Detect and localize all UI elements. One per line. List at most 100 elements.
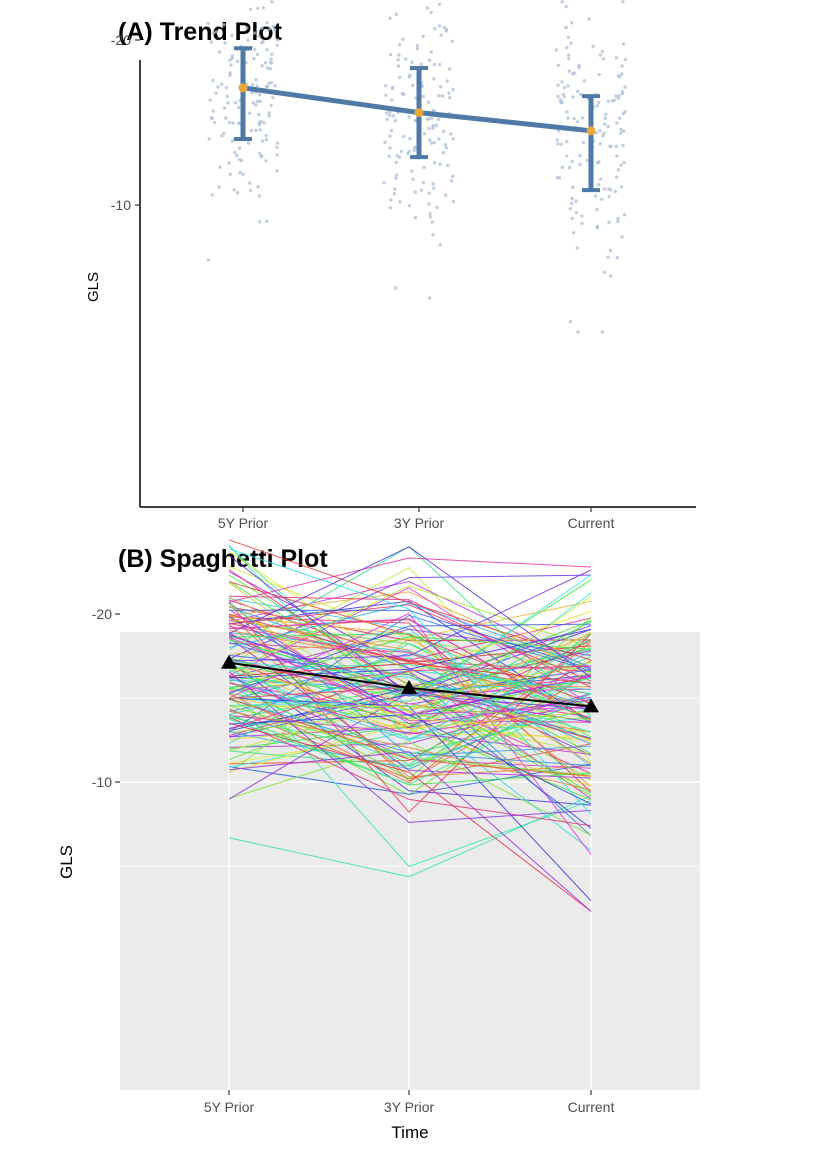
jitter-point (620, 72, 624, 76)
jitter-point (556, 94, 560, 99)
jitter-point (246, 141, 251, 145)
jitter-point (578, 162, 582, 166)
trend-jitter-points (206, 0, 628, 334)
jitter-point (252, 31, 257, 35)
jitter-point (395, 154, 399, 158)
jitter-point (620, 90, 625, 94)
jitter-point (600, 49, 605, 53)
jitter-point (427, 126, 431, 131)
subject-line (228, 548, 592, 815)
jitter-point (224, 116, 228, 120)
jitter-point (441, 129, 446, 134)
jitter-point (428, 211, 432, 216)
jitter-point (415, 47, 420, 51)
jitter-point (568, 320, 573, 324)
jitter-point (608, 248, 613, 253)
jitter-point (246, 38, 250, 42)
spaghetti-y-ticks: -10 -20 (92, 606, 120, 790)
jitter-point (451, 199, 456, 204)
jitter-point (260, 26, 264, 30)
subject-line (228, 609, 592, 670)
jitter-point (262, 121, 266, 125)
jitter-point (270, 0, 274, 4)
jitter-point (251, 101, 255, 105)
jitter-point (570, 216, 574, 221)
jitter-point (210, 116, 214, 120)
jitter-point (622, 129, 626, 133)
jitter-point (578, 154, 582, 158)
jitter-point (265, 20, 269, 25)
jitter-point (621, 0, 625, 4)
jitter-point (556, 142, 560, 146)
x-tick-label: 5Y Prior (218, 515, 269, 531)
jitter-point (388, 146, 392, 150)
jitter-point (394, 160, 398, 165)
jitter-point (411, 177, 415, 182)
subject-line (228, 616, 592, 717)
jitter-point (571, 95, 575, 99)
trend-error-bars (234, 46, 600, 193)
jitter-point (614, 94, 618, 98)
jitter-point (225, 94, 229, 99)
subject-line (228, 650, 592, 742)
subject-line (228, 639, 592, 729)
jitter-point (617, 75, 622, 79)
jitter-point (385, 117, 389, 121)
jitter-point (606, 124, 610, 129)
jitter-point (223, 106, 227, 110)
subject-line (228, 604, 592, 682)
jitter-point (255, 99, 260, 104)
jitter-point (234, 153, 239, 158)
jitter-point (587, 17, 591, 21)
jitter-point (394, 12, 399, 16)
subject-line (228, 546, 592, 678)
jitter-point (598, 177, 603, 181)
jitter-point (268, 67, 272, 71)
subject-line (228, 693, 592, 748)
subject-line (228, 722, 592, 912)
jitter-point (252, 57, 256, 61)
jitter-point (444, 27, 449, 32)
jitter-point (247, 181, 252, 185)
jitter-point (392, 192, 397, 196)
subject-line (228, 628, 592, 679)
jitter-point (437, 62, 442, 67)
jitter-point (442, 25, 447, 30)
jitter-point (233, 101, 238, 105)
jitter-point (388, 206, 392, 210)
jitter-point (620, 64, 624, 68)
jitter-point (580, 221, 584, 226)
jitter-point (388, 113, 392, 118)
jitter-point (413, 216, 418, 220)
jitter-point (410, 60, 414, 64)
jitter-point (601, 134, 605, 138)
jitter-point (249, 128, 253, 133)
jitter-point (388, 16, 392, 20)
jitter-point (598, 53, 602, 57)
jitter-point (565, 110, 569, 114)
jitter-point (566, 35, 570, 40)
jitter-point (228, 71, 232, 75)
jitter-point (260, 139, 265, 143)
jitter-point (600, 330, 605, 334)
jitter-point (207, 137, 211, 141)
jitter-point (449, 132, 453, 136)
jitter-point (214, 91, 218, 95)
panel-b-title: (B) Spaghetti Plot (118, 545, 328, 574)
jitter-point (407, 115, 411, 119)
jitter-point (565, 45, 569, 50)
jitter-point (410, 83, 415, 88)
subject-line (228, 632, 592, 766)
jitter-point (390, 98, 394, 102)
jitter-point (433, 27, 437, 31)
jitter-point (218, 165, 222, 169)
subject-line (228, 696, 592, 730)
jitter-point (560, 165, 564, 170)
jitter-point (615, 255, 619, 260)
jitter-point (585, 158, 589, 163)
jitter-point (231, 121, 235, 125)
jitter-point (399, 149, 403, 154)
x-tick-label: 3Y Prior (394, 515, 445, 531)
jitter-point (235, 191, 240, 195)
trend-mean-point (414, 108, 424, 118)
